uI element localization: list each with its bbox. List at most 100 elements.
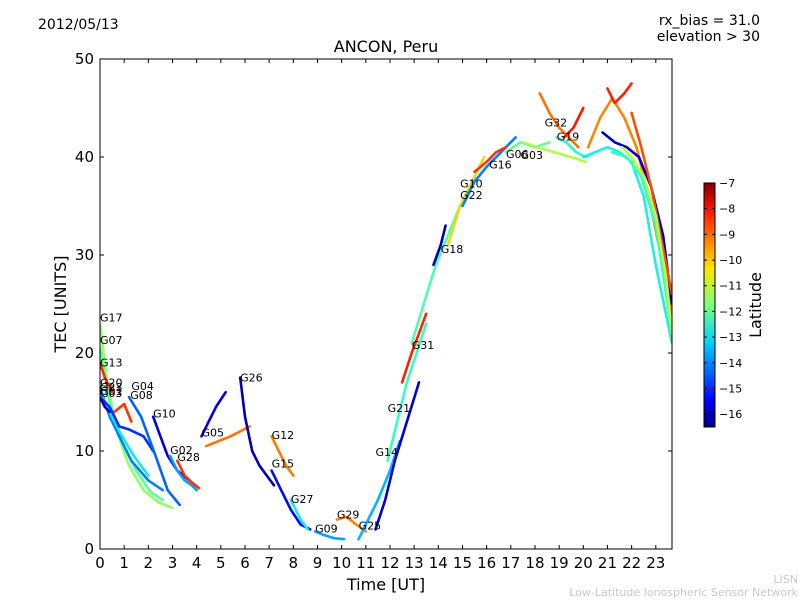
x-tick-label: 5 [216, 554, 226, 572]
x-tick-label: 19 [550, 554, 569, 572]
chart-title-text: ANCON, Peru [333, 37, 439, 56]
x-tick-label: 7 [264, 554, 274, 572]
series-lines [100, 82, 672, 541]
satellite-label: G06 [506, 148, 529, 161]
satellite-label: G13 [100, 357, 123, 370]
x-tick-label: 18 [525, 554, 544, 572]
colorbar-ticks: −7 −8 −9 −10 −11 −12 −13 −14 −15 −16 [704, 177, 742, 421]
x-tick-label: 4 [192, 554, 202, 572]
satellite-label: G09 [315, 522, 338, 535]
satellite-label: G08 [130, 389, 153, 402]
y-tick-label: 10 [75, 442, 94, 460]
satellite-label: G26 [240, 371, 263, 384]
x-tick-label: 0 [95, 554, 105, 572]
plot-area [100, 59, 672, 549]
series-line-g03 [100, 395, 111, 414]
colorbar-tick-label: −10 [719, 254, 742, 267]
series-line-g09 [313, 530, 346, 541]
series-line-g12b [620, 145, 672, 335]
satellite-label: G04 [131, 380, 154, 393]
series-line-g01 [100, 395, 155, 453]
series-line-g02 [168, 454, 198, 492]
x-tick-label: 16 [477, 554, 496, 572]
axis-ticks: 0 1 2 3 4 5 6 7 8 9 10 11 12 13 14 15 16 17 18 19 20 21 22 2301… [75, 50, 672, 572]
elevation-label: elevation > 30 [656, 29, 760, 45]
series-line-g29 [335, 515, 368, 533]
satellite-label: G20 [100, 376, 123, 389]
series-line-g18b [432, 224, 447, 267]
colorbar [703, 182, 716, 428]
x-tick-label: 17 [501, 554, 520, 572]
x-tick-label: 12 [380, 554, 399, 572]
x-tick-label: 3 [168, 554, 178, 572]
x-axis-label: Time [UT] [346, 575, 425, 594]
colorbar-tick-label: −11 [719, 280, 742, 293]
series-line-g04 [113, 402, 133, 423]
colorbar-tick-label: −9 [719, 228, 735, 241]
y-tick-label: 50 [75, 50, 94, 68]
satellite-label: G16 [489, 159, 512, 172]
series-line-g30 [601, 131, 672, 306]
satellite-label: G18 [441, 243, 464, 256]
colorbar-tick-label: −8 [719, 203, 735, 216]
satellite-label: G07 [100, 334, 123, 347]
series-line-g28 [176, 459, 201, 490]
rx-bias-label: rx_bias = 31.0 [658, 13, 760, 29]
series-line-g29b [610, 150, 672, 335]
satellite-label: G14 [375, 446, 398, 459]
series-line-g08 [127, 395, 181, 507]
plot-frame [99, 58, 673, 550]
satellite-label: G15 [272, 458, 295, 471]
footer-network: Low-Latitude Ionospheric Sensor Network [569, 586, 798, 599]
y-tick-label: 0 [84, 540, 94, 558]
colorbar-tick-label: −7 [719, 177, 735, 190]
satellite-label: G12 [272, 429, 295, 442]
satellite-label: G19 [557, 130, 580, 143]
date-label: 2012/05/13 [38, 17, 119, 33]
series-line-g16 [473, 145, 508, 173]
series-line-g30b [606, 82, 633, 105]
x-tick-label: 11 [356, 554, 375, 572]
satellite-label: G32 [545, 117, 568, 130]
series-line-g05b [205, 425, 252, 448]
series-line-g19b [562, 106, 585, 139]
satellite-label: G02 [170, 444, 193, 457]
y-tick-label: 40 [75, 148, 94, 166]
receiver-info: rx_bias = 31.0 elevation > 30 [657, 13, 760, 45]
colorbar-tick-label: −12 [719, 305, 742, 318]
series-line-g26b [630, 111, 672, 296]
chart-title: ANCON, Peru [0, 37, 800, 56]
satellite-label: G10 [153, 408, 176, 421]
colorbar-tick-label: −15 [719, 382, 742, 395]
satellite-label: G22 [460, 189, 483, 202]
colorbar-tick-label: −13 [719, 331, 742, 344]
series-line-g21 [386, 322, 428, 463]
colorbar-tick-label: −14 [719, 357, 742, 370]
x-tick-label: 10 [332, 554, 351, 572]
x-tick-label: 9 [313, 554, 323, 572]
series-line-g05 [200, 390, 227, 438]
satellite-label: G03 [100, 387, 123, 400]
series-line-g25 [357, 439, 402, 541]
x-tick-label: 14 [429, 554, 448, 572]
x-tick-label: 22 [622, 554, 641, 572]
x-tick-label: 21 [598, 554, 617, 572]
satellite-label: G25 [359, 519, 382, 532]
satellite-label: G23 [100, 381, 123, 394]
x-tick-label: 6 [240, 554, 250, 572]
satellite-label: G21 [388, 402, 411, 415]
satellite-label: G01 [100, 385, 123, 398]
satellite-label: G29 [337, 509, 360, 522]
satellite-label: G17 [100, 312, 123, 325]
series-line-g13 [100, 361, 114, 394]
satellite-label: G03 [520, 149, 543, 162]
series-line-g27 [289, 498, 310, 531]
satellite-label: G05 [201, 426, 224, 439]
series-line-g32 [538, 92, 580, 149]
footer: LISN Low-Latitude Ionospheric Sensor Net… [569, 573, 798, 599]
series-line-g12 [270, 434, 295, 477]
x-tick-label: 23 [646, 554, 665, 572]
x-tick-label: 2 [144, 554, 154, 572]
x-tick-label: 1 [119, 554, 129, 572]
